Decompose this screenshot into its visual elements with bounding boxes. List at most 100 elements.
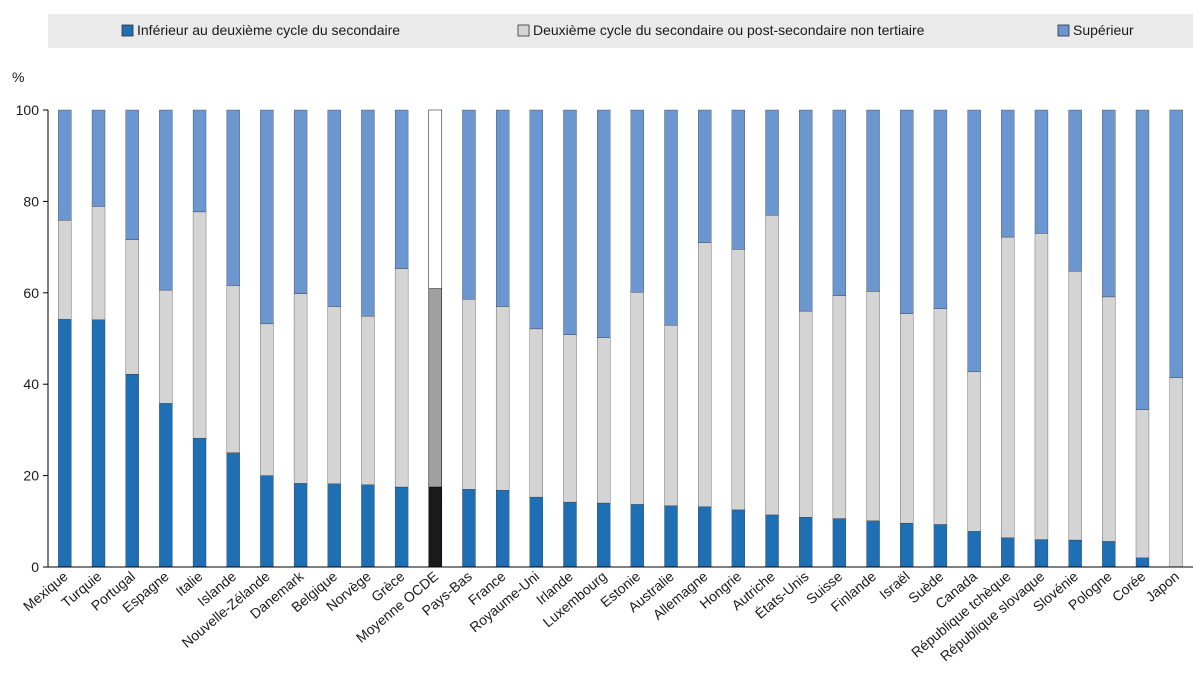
bar-segment-2: [260, 323, 274, 476]
bar-segment-2: [327, 306, 341, 484]
y-tick-label: 60: [23, 285, 39, 301]
bar-segment-2: [58, 219, 72, 320]
legend-background: [48, 14, 1193, 48]
bar-stack: [1001, 109, 1015, 568]
bar-segment-1: [361, 484, 375, 568]
bar-segment-3: [832, 109, 847, 296]
bar-segment-1: [125, 373, 139, 568]
bar-segment-1: [192, 437, 207, 568]
bar-segment-3: [529, 109, 543, 330]
y-axis-unit-label: %: [12, 69, 24, 85]
bar-segment-1: [327, 483, 341, 568]
bar-segment-1: [799, 517, 813, 568]
bar-stack: [1034, 109, 1049, 568]
bar-segment-3: [967, 109, 981, 373]
y-tick-label: 20: [23, 468, 39, 484]
bar-segment-3: [933, 109, 948, 309]
bar-segment-3: [58, 109, 72, 221]
bar-stack: [1169, 109, 1183, 568]
bar-stack: [967, 109, 981, 568]
bar-segment-3: [1068, 109, 1082, 272]
bar-segment-3: [765, 109, 779, 216]
bar-stack: [394, 109, 409, 568]
bar-segment-1: [664, 505, 678, 568]
bar-segment-1: [1068, 539, 1082, 568]
bar-segment-2: [293, 293, 308, 484]
x-tick-label: Mexique: [20, 568, 71, 614]
bar-segment-3: [698, 109, 712, 243]
bar-segment-2: [462, 299, 476, 490]
bar-segment-3: [192, 109, 207, 213]
bar-segment-3: [866, 109, 880, 292]
bar-segment-1: [428, 486, 443, 568]
bar-segment-3: [597, 109, 611, 338]
bar-segment-1: [91, 319, 106, 568]
bar-stack: [361, 109, 375, 568]
bar-segment-2: [159, 289, 173, 404]
bar-stack: [159, 109, 173, 568]
bar-segment-1: [1034, 539, 1049, 568]
bar-segment-1: [765, 514, 779, 568]
x-tick-label: Corée: [1109, 568, 1149, 605]
bar-segment-3: [428, 109, 443, 289]
bar-segment-2: [967, 371, 981, 532]
bar-segment-2: [394, 268, 409, 488]
bar-segment-2: [866, 291, 880, 521]
bar-segment-3: [563, 109, 577, 335]
bar-stack: [866, 109, 880, 568]
bar-segment-1: [900, 522, 914, 568]
bar-segment-1: [293, 483, 308, 568]
bar-segment-2: [832, 295, 847, 519]
bar-segment-3: [495, 109, 510, 307]
legend: Inférieur au deuxième cycle du secondair…: [48, 14, 1193, 48]
bar-segment-2: [125, 239, 139, 375]
bar-segment-2: [192, 211, 207, 439]
bar-stack: [731, 109, 746, 568]
bar-segment-3: [361, 109, 375, 317]
bar-segment-2: [1034, 233, 1049, 540]
bar-segment-1: [495, 490, 510, 568]
bar-stack: [563, 109, 577, 568]
bar-segment-1: [967, 531, 981, 568]
bar-segment-2: [765, 214, 779, 516]
bar-segment-2: [597, 337, 611, 504]
bar-segment-2: [1102, 296, 1116, 542]
bar-stack: [933, 109, 948, 568]
bar-segment-2: [630, 292, 644, 505]
y-tick-label: 100: [16, 102, 40, 118]
bar-segment-1: [1102, 541, 1116, 568]
bar-segment-3: [327, 109, 341, 307]
bar-stack: [799, 109, 813, 568]
bar-stack: [293, 109, 308, 568]
bar-stack: [260, 109, 274, 568]
bar-stack: [125, 109, 139, 568]
bar-stack: [1068, 109, 1082, 568]
bar-segment-1: [731, 509, 746, 568]
bar-segment-3: [1001, 109, 1015, 238]
bar-stack: [192, 109, 207, 568]
legend-label-1: Inférieur au deuxième cycle du secondair…: [137, 22, 400, 38]
bar-segment-1: [563, 501, 577, 568]
bar-segment-1: [630, 504, 644, 568]
bar-segment-1: [933, 524, 948, 568]
bar-stack: [698, 109, 712, 568]
legend-label-2: Deuxième cycle du secondaire ou post-sec…: [533, 22, 925, 38]
bar-segment-1: [226, 452, 240, 568]
legend-label-3: Supérieur: [1073, 22, 1134, 38]
bar-segment-2: [495, 306, 510, 491]
bar-segment-3: [1034, 109, 1049, 234]
bar-segment-1: [462, 489, 476, 568]
bar-segment-3: [226, 109, 240, 286]
bar-stack: [495, 109, 510, 568]
bar-segment-2: [933, 308, 948, 525]
bar-segment-1: [260, 475, 274, 568]
bar-segment-1: [1001, 537, 1015, 568]
bar-stack: [765, 109, 779, 568]
bar-segment-1: [698, 506, 712, 568]
bar-stack: [529, 109, 543, 568]
y-tick-label: 40: [23, 376, 39, 392]
bar-stack: [428, 109, 443, 568]
bar-segment-2: [91, 206, 106, 320]
